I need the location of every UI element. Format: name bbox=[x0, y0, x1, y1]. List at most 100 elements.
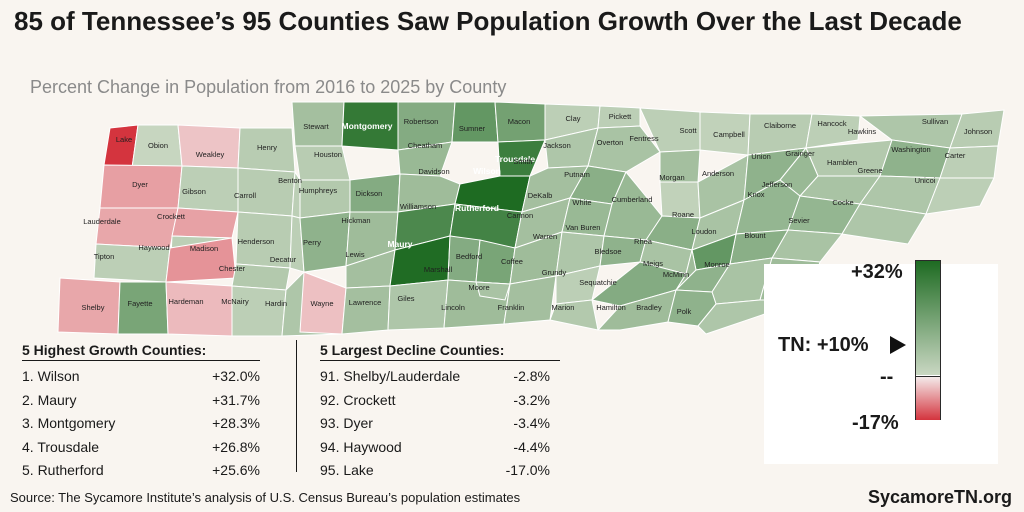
county-unicoi bbox=[925, 177, 995, 215]
county-label: Hamilton bbox=[596, 303, 626, 312]
county-hardeman bbox=[165, 281, 233, 337]
legend-max-label: +32% bbox=[851, 261, 903, 283]
county-rank-label: 92. Crockett bbox=[320, 391, 396, 408]
county-label: Henry bbox=[257, 143, 277, 152]
county-label: Grainger bbox=[785, 149, 815, 158]
county-label: Trousdale bbox=[495, 154, 535, 164]
county-label: Dickson bbox=[356, 189, 383, 198]
county-label: Monroe bbox=[704, 260, 729, 269]
county-label: Crockett bbox=[157, 212, 186, 221]
county-change-value: +32.0% bbox=[212, 368, 260, 384]
table-row: 1. Wilson +32.0% bbox=[22, 365, 260, 389]
county-mcnairy bbox=[231, 285, 287, 337]
table-row: 5. Rutherford +25.6% bbox=[22, 459, 260, 483]
county-label: Hamblen bbox=[827, 158, 857, 167]
county-label: Hardin bbox=[265, 299, 287, 308]
county-rank-label: 91. Shelby/Lauderdale bbox=[320, 368, 461, 384]
county-label: Grundy bbox=[542, 268, 567, 277]
county-label: Loudon bbox=[691, 227, 716, 236]
county-label: McMinn bbox=[663, 270, 689, 279]
county-label: Sumner bbox=[459, 124, 486, 133]
county-label: Lewis bbox=[345, 250, 364, 259]
county-label: Lawrence bbox=[349, 298, 382, 307]
county-label: Johnson bbox=[964, 127, 992, 136]
county-label: Sevier bbox=[788, 216, 810, 225]
county-label: Jackson bbox=[543, 141, 571, 150]
county-label: Hardeman bbox=[168, 297, 203, 306]
county-label: Robertson bbox=[404, 117, 439, 126]
county-label: Franklin bbox=[498, 303, 525, 312]
county-label: McNairy bbox=[221, 297, 249, 306]
county-label: Bradley bbox=[636, 303, 662, 312]
county-label: Blount bbox=[744, 231, 766, 240]
county-label: Tipton bbox=[94, 252, 115, 261]
county-label: Sequatchie bbox=[579, 278, 617, 287]
county-label: Benton bbox=[278, 176, 302, 185]
chart-subtitle: Percent Change in Population from 2016 t… bbox=[30, 77, 507, 97]
county-label: Unicoi bbox=[915, 176, 936, 185]
county-label: Houston bbox=[314, 150, 342, 159]
county-rank-label: 95. Lake bbox=[320, 462, 374, 478]
county-label: Macon bbox=[508, 117, 531, 126]
county-label: Bedford bbox=[456, 252, 482, 261]
county-rank-label: 93. Dyer bbox=[320, 415, 373, 431]
county-label: Coffee bbox=[501, 257, 523, 266]
brand-link[interactable]: SycamoreTN.org bbox=[867, 487, 1012, 507]
county-change-value: +26.8% bbox=[212, 438, 260, 455]
table-row: 95. Lake -17.0% bbox=[320, 459, 560, 483]
legend-panel bbox=[764, 264, 998, 464]
county-label: Van Buren bbox=[566, 223, 601, 232]
county-label: Moore bbox=[468, 283, 489, 292]
county-change-value: -2.8% bbox=[513, 368, 550, 384]
legend-min-label: -17% bbox=[852, 412, 899, 434]
county-label: Union bbox=[751, 152, 771, 161]
county-label: Stewart bbox=[303, 122, 329, 131]
county-label: Davidson bbox=[418, 167, 449, 176]
table-row: 93. Dyer -3.4% bbox=[320, 412, 560, 436]
county-bradley bbox=[667, 289, 717, 327]
county-rank-label: 5. Rutherford bbox=[22, 462, 104, 478]
legend-state-arrow-icon bbox=[890, 336, 906, 354]
county-label: Clay bbox=[565, 114, 580, 123]
county-label: Sullivan bbox=[922, 117, 948, 126]
county-label: Campbell bbox=[713, 130, 745, 139]
legend-color-scale bbox=[915, 260, 941, 420]
county-change-value: -4.4% bbox=[513, 438, 550, 455]
legend-decline-gradient bbox=[916, 376, 940, 420]
county-change-value: -3.2% bbox=[513, 391, 550, 408]
county-label: Cheatham bbox=[408, 141, 443, 150]
county-label: Obion bbox=[148, 141, 168, 150]
county-label: Fentress bbox=[629, 134, 658, 143]
county-weakley bbox=[177, 124, 241, 169]
county-label: Shelby bbox=[82, 303, 105, 312]
county-label: Anderson bbox=[702, 169, 734, 178]
county-label: Pickett bbox=[609, 112, 632, 121]
county-label: Montgomery bbox=[342, 121, 393, 131]
county-change-value: -3.4% bbox=[513, 415, 550, 431]
table-row: 91. Shelby/Lauderdale -2.8% bbox=[320, 365, 560, 389]
county-label: Warren bbox=[533, 232, 557, 241]
county-label: Gibson bbox=[182, 187, 206, 196]
county-label: Putnam bbox=[564, 170, 590, 179]
table-row: 92. Crockett -3.2% bbox=[320, 389, 560, 413]
county-label: Jefferson bbox=[762, 180, 793, 189]
county-label: Lauderdale bbox=[83, 217, 121, 226]
county-label: Lake bbox=[116, 135, 132, 144]
county-label: Rutherford bbox=[455, 203, 499, 213]
tennessee-county-map: Lake Obion Weakley Henry Stewart Montgomery Ro… bbox=[57, 101, 1005, 337]
county-lawrence bbox=[341, 285, 391, 335]
largest-decline-heading: 5 Largest Decline Counties: bbox=[320, 342, 560, 361]
county-label: Henderson bbox=[238, 237, 275, 246]
county-rank-label: 4. Trousdale bbox=[22, 438, 100, 455]
county-franklin bbox=[503, 275, 557, 325]
county-hancock bbox=[805, 113, 861, 149]
county-fayette bbox=[117, 281, 169, 335]
table-row: 2. Maury +31.7% bbox=[22, 389, 260, 413]
county-label: Morgan bbox=[659, 173, 684, 182]
county-label: Smith bbox=[513, 157, 532, 166]
county-label: Cumberland bbox=[612, 195, 653, 204]
county-label: Chester bbox=[219, 264, 246, 273]
county-label: Humphreys bbox=[299, 186, 338, 195]
county-change-value: +28.3% bbox=[212, 415, 260, 431]
county-cocke bbox=[841, 203, 927, 245]
